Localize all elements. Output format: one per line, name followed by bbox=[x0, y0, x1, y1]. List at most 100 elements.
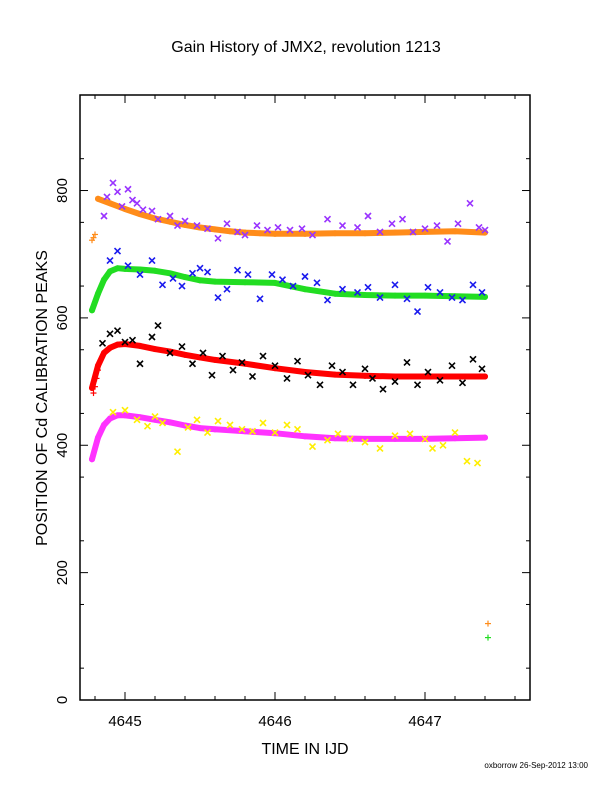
data-point bbox=[259, 419, 267, 427]
data-point bbox=[212, 278, 218, 285]
data-point bbox=[241, 231, 249, 239]
data-point bbox=[286, 226, 294, 234]
data-point bbox=[323, 215, 332, 223]
data-point bbox=[214, 234, 222, 242]
data-point bbox=[413, 307, 422, 316]
plot-frame bbox=[79, 94, 531, 701]
data-point bbox=[118, 202, 126, 211]
data-point bbox=[436, 288, 444, 296]
data-point bbox=[242, 360, 248, 367]
y-axis-label: POSITION OF Cd CALIBRATION PEAKS bbox=[34, 250, 51, 546]
data-point bbox=[223, 285, 231, 293]
data-point bbox=[263, 226, 272, 234]
data-point bbox=[133, 199, 141, 207]
data-point bbox=[122, 412, 128, 419]
data-point bbox=[272, 230, 278, 237]
data-point bbox=[137, 211, 143, 218]
data-point bbox=[349, 381, 357, 389]
data-point bbox=[203, 268, 212, 276]
data-point bbox=[475, 223, 483, 232]
y-tick-label: 200 bbox=[54, 560, 71, 585]
data-point bbox=[95, 367, 101, 374]
data-point bbox=[338, 285, 347, 293]
data-point bbox=[454, 220, 462, 228]
data-point bbox=[229, 366, 237, 374]
data-point bbox=[106, 330, 114, 338]
data-point bbox=[338, 221, 347, 230]
data-point bbox=[248, 427, 257, 435]
data-point bbox=[214, 417, 222, 425]
data-point bbox=[173, 221, 182, 230]
data-point bbox=[166, 349, 174, 357]
data-point bbox=[106, 257, 114, 265]
x-tick-label: 4646 bbox=[258, 713, 291, 730]
data-point bbox=[196, 264, 204, 272]
data-point bbox=[212, 226, 218, 233]
data-point bbox=[398, 215, 407, 223]
data-point bbox=[95, 290, 101, 297]
data-point bbox=[113, 247, 122, 255]
data-point bbox=[283, 421, 291, 429]
data-point bbox=[458, 296, 467, 304]
data-point bbox=[137, 266, 143, 273]
chart-title: Gain History of JMX2, revolution 1213 bbox=[171, 39, 441, 56]
data-point bbox=[271, 362, 279, 370]
data-point bbox=[226, 421, 234, 429]
data-point bbox=[167, 270, 173, 277]
data-point bbox=[128, 336, 137, 344]
data-point bbox=[422, 373, 428, 380]
data-point bbox=[193, 416, 201, 424]
data-point bbox=[353, 288, 362, 296]
data-point bbox=[184, 423, 192, 431]
data-point bbox=[100, 212, 108, 220]
data-point bbox=[178, 342, 186, 351]
data-point bbox=[268, 271, 276, 279]
data-point bbox=[101, 276, 107, 283]
x-tick-label: 4645 bbox=[108, 713, 141, 730]
data-point bbox=[90, 234, 97, 241]
y-tick-label: 600 bbox=[54, 305, 71, 330]
data-point bbox=[302, 433, 308, 440]
y-axis: 0 200 400 600 800 bbox=[54, 158, 530, 704]
data-point bbox=[158, 419, 167, 427]
data-point bbox=[436, 376, 444, 384]
data-point bbox=[148, 207, 156, 215]
data-point bbox=[169, 274, 177, 282]
data-point bbox=[376, 444, 384, 453]
y-tick-label: 400 bbox=[54, 433, 71, 458]
data-point bbox=[101, 349, 107, 356]
data-point bbox=[103, 193, 111, 201]
data-point bbox=[332, 230, 338, 237]
data-point bbox=[361, 438, 369, 446]
data-point bbox=[391, 432, 399, 440]
data-point bbox=[218, 352, 227, 360]
data-point bbox=[485, 620, 491, 627]
data-point bbox=[271, 428, 279, 437]
data-point bbox=[151, 413, 159, 421]
data-point bbox=[478, 365, 486, 373]
data-point bbox=[223, 220, 231, 228]
data-point bbox=[323, 436, 332, 444]
y-tick-label: 800 bbox=[54, 178, 71, 203]
x-axis-label: TIME IN IJD bbox=[261, 741, 348, 758]
data-point bbox=[109, 179, 117, 187]
data-point bbox=[433, 221, 441, 230]
data-point bbox=[92, 383, 98, 390]
data-point bbox=[233, 266, 242, 274]
data-point bbox=[338, 368, 347, 376]
data-point bbox=[466, 199, 474, 207]
data-point bbox=[274, 223, 282, 232]
data-point bbox=[136, 360, 144, 368]
data-point bbox=[139, 206, 147, 214]
data-point bbox=[272, 279, 278, 286]
data-point bbox=[482, 434, 488, 441]
data-point bbox=[376, 293, 384, 302]
data-point bbox=[203, 428, 212, 437]
data-point bbox=[107, 200, 113, 207]
footer-credit: oxborrow 26-Sep-2012 13:00 bbox=[484, 761, 588, 770]
data-point bbox=[452, 435, 458, 442]
data-point bbox=[154, 215, 162, 223]
data-point bbox=[244, 271, 252, 279]
data-point bbox=[107, 415, 113, 422]
data-point bbox=[361, 365, 369, 373]
